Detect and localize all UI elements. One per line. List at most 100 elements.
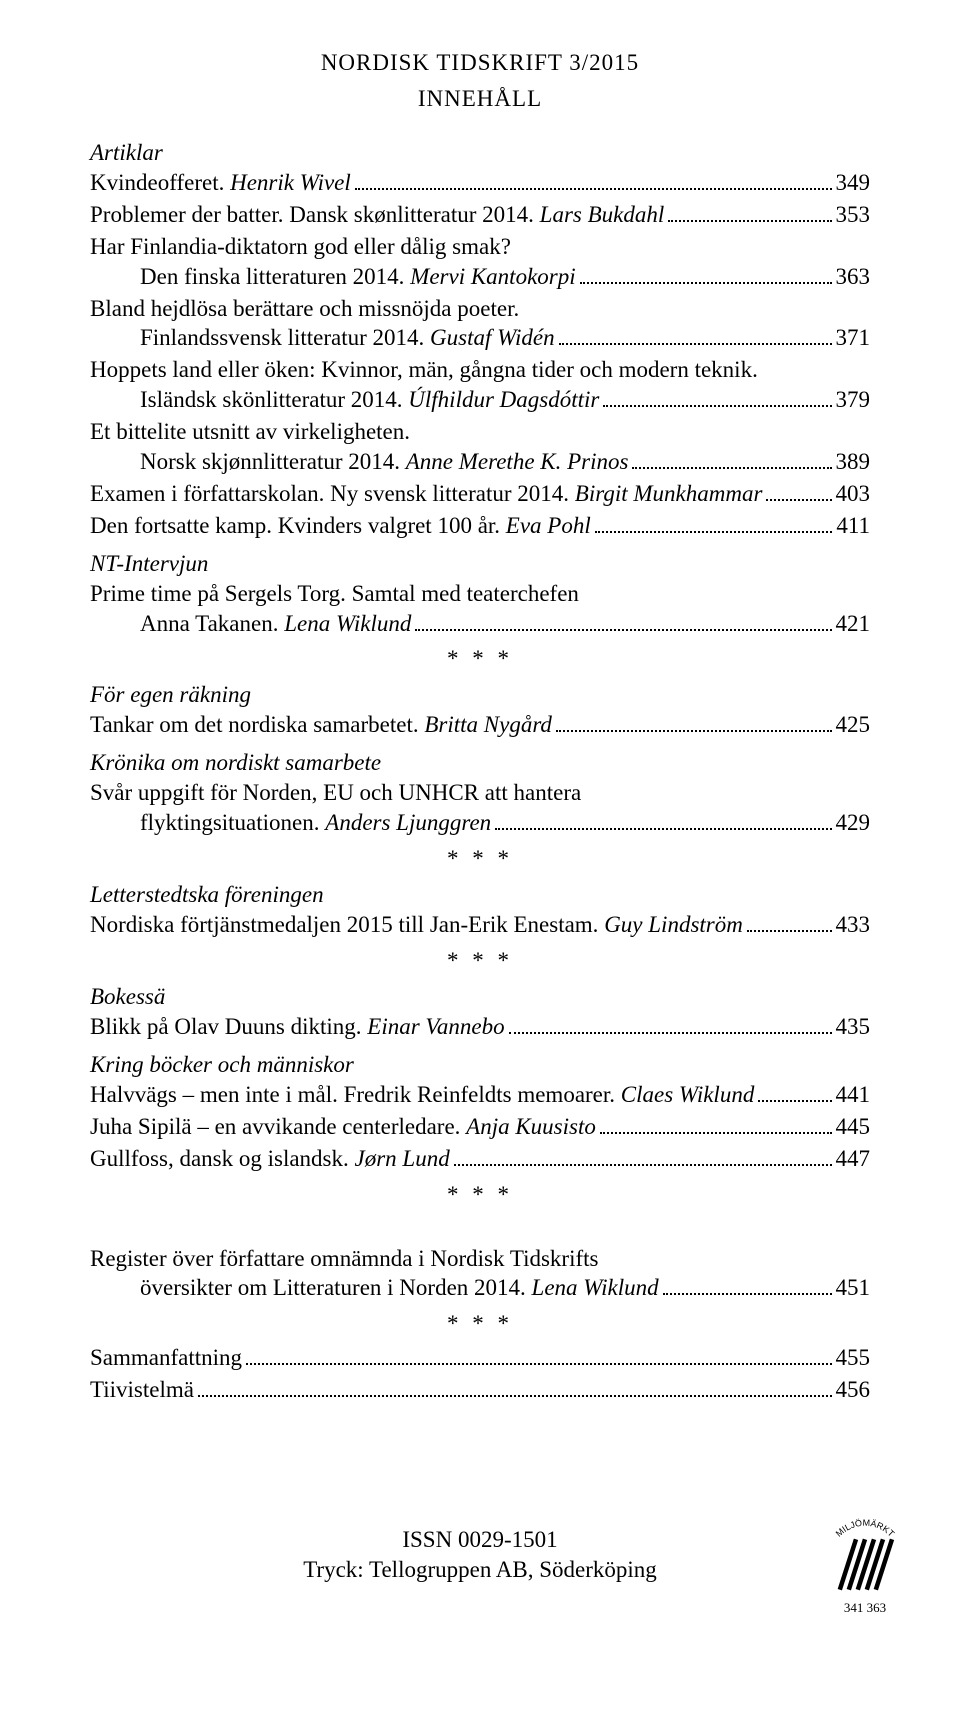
section-separator: * * * (90, 846, 870, 872)
entry-text: Et bittelite utsnitt av virkeligheten. (90, 417, 870, 447)
entry-text: Tankar om det nordiska samarbetet. Britt… (90, 710, 552, 740)
entry-text: Isländsk skönlitteratur 2014. Úlfhildur … (140, 385, 599, 415)
leader-dots (198, 1395, 832, 1397)
page-container: NORDISK TIDSKRIFT 3/2015 INNEHÅLL Artikl… (0, 0, 960, 1625)
page-number: 349 (836, 168, 871, 198)
toc-entry: Den fortsatte kamp. Kvinders valgret 100… (90, 511, 870, 541)
leader-dots (603, 405, 831, 407)
toc-entry: Sammanfattning 455 (90, 1343, 870, 1373)
contents-title: INNEHÅLL (90, 86, 870, 112)
page-number: 433 (836, 910, 871, 940)
leader-dots (580, 282, 832, 284)
toc-entry: Register över författare omnämnda i Nord… (90, 1244, 870, 1304)
leader-dots (600, 1132, 832, 1134)
toc-entry: Halvvägs – men inte i mål. Fredrik Reinf… (90, 1080, 870, 1110)
section-separator: * * * (90, 1311, 870, 1337)
section-heading: NT-Intervjun (90, 551, 870, 577)
section-separator: * * * (90, 1182, 870, 1208)
section-heading: För egen räkning (90, 682, 870, 708)
toc-entry: Kvindeofferet. Henrik Wivel 349 (90, 168, 870, 198)
page-number: 411 (836, 511, 870, 541)
entry-text: Halvvägs – men inte i mål. Fredrik Reinf… (90, 1080, 754, 1110)
entry-text: Blikk på Olav Duuns dikting. Einar Vanne… (90, 1012, 505, 1042)
entry-text: Finlandssvensk litteratur 2014. Gustaf W… (140, 323, 555, 353)
toc-entry: Nordiska förtjänstmedaljen 2015 till Jan… (90, 910, 870, 940)
table-of-contents: ArtiklarKvindeofferet. Henrik Wivel 349 Pr… (90, 140, 870, 1405)
section-heading: Artiklar (90, 140, 870, 166)
entry-text: Problemer der batter. Dansk skønlitterat… (90, 200, 664, 230)
entry-text: Examen i författarskolan. Ny svensk litt… (90, 479, 762, 509)
entry-text: Den finska litteraturen 2014. Mervi Kant… (140, 262, 576, 292)
entry-text: Register över författare omnämnda i Nord… (90, 1244, 870, 1274)
entry-text: Norsk skjønnlitteratur 2014. Anne Mereth… (140, 447, 628, 477)
leader-dots (595, 531, 833, 533)
page-number: 421 (836, 609, 871, 639)
entry-text: Sammanfattning (90, 1343, 242, 1373)
printer-line: Tryck: Tellogruppen AB, Söderköping (90, 1555, 870, 1585)
eco-top-text: MILJÖMÄRKT (834, 1518, 897, 1539)
section-heading: Kring böcker och människor (90, 1052, 870, 1078)
toc-entry: Tankar om det nordiska samarbetet. Britt… (90, 710, 870, 740)
leader-dots (246, 1363, 831, 1365)
leader-dots (559, 343, 832, 345)
leader-dots (632, 467, 831, 469)
toc-entry: Blikk på Olav Duuns dikting. Einar Vanne… (90, 1012, 870, 1042)
entry-text: Gullfoss, dansk og islandsk. Jørn Lund (90, 1144, 450, 1174)
page-number: 435 (836, 1012, 871, 1042)
leader-dots (556, 730, 832, 732)
toc-entry: Tiivistelmä 456 (90, 1375, 870, 1405)
toc-entry: Examen i författarskolan. Ny svensk litt… (90, 479, 870, 509)
entry-text: Anna Takanen. Lena Wiklund (140, 609, 411, 639)
section-heading: Bokessä (90, 984, 870, 1010)
page-number: 455 (836, 1343, 871, 1373)
leader-dots (415, 629, 831, 631)
eco-label-icon: MILJÖMÄRKT 341 363 (820, 1515, 910, 1605)
svg-text:MILJÖMÄRKT: MILJÖMÄRKT (834, 1518, 897, 1539)
issn-block: ISSN 0029-1501 Tryck: Tellogruppen AB, S… (90, 1525, 870, 1585)
toc-entry: Bland hejdlösa berättare och missnöjda p… (90, 294, 870, 354)
leader-dots (766, 499, 831, 501)
section-heading: Krönika om nordiskt samarbete (90, 750, 870, 776)
section-separator: * * * (90, 948, 870, 974)
entry-text: Prime time på Sergels Torg. Samtal med t… (90, 579, 870, 609)
section-heading: Letterstedtska föreningen (90, 882, 870, 908)
page-number: 429 (836, 808, 871, 838)
leader-dots (454, 1164, 832, 1166)
toc-entry: Juha Sipilä – en avvikande centerledare.… (90, 1112, 870, 1142)
leader-dots (495, 828, 831, 830)
leader-dots (509, 1032, 832, 1034)
eco-code: 341 363 (820, 1600, 910, 1617)
entry-text: Tiivistelmä (90, 1375, 194, 1405)
entry-text: flyktingsituationen. Anders Ljunggren (140, 808, 491, 838)
leader-dots (663, 1293, 832, 1295)
entry-text: Kvindeofferet. Henrik Wivel (90, 168, 351, 198)
page-number: 389 (836, 447, 871, 477)
entry-text: Juha Sipilä – en avvikande centerledare.… (90, 1112, 596, 1142)
entry-text: Den fortsatte kamp. Kvinders valgret 100… (90, 511, 591, 541)
toc-entry: Har Finlandia-diktatorn god eller dålig … (90, 232, 870, 292)
toc-entry: Svår uppgift för Norden, EU och UNHCR at… (90, 778, 870, 838)
page-number: 451 (836, 1273, 871, 1303)
leader-dots (758, 1100, 831, 1102)
toc-entry: Hoppets land eller öken: Kvinnor, män, g… (90, 355, 870, 415)
leader-dots (668, 220, 831, 222)
section-separator: * * * (90, 646, 870, 672)
page-number: 353 (836, 200, 871, 230)
entry-text: Har Finlandia-diktatorn god eller dålig … (90, 232, 870, 262)
journal-title: NORDISK TIDSKRIFT 3/2015 (90, 50, 870, 76)
toc-entry: Problemer der batter. Dansk skønlitterat… (90, 200, 870, 230)
page-number: 363 (836, 262, 871, 292)
leader-dots (747, 930, 832, 932)
toc-entry: Gullfoss, dansk og islandsk. Jørn Lund 44… (90, 1144, 870, 1174)
entry-text: Nordiska förtjänstmedaljen 2015 till Jan… (90, 910, 743, 940)
issn-number: ISSN 0029-1501 (90, 1525, 870, 1555)
entry-text: Svår uppgift för Norden, EU och UNHCR at… (90, 778, 870, 808)
page-number: 456 (836, 1375, 871, 1405)
page-number: 447 (836, 1144, 871, 1174)
page-number: 379 (836, 385, 871, 415)
toc-entry: Et bittelite utsnitt av virkeligheten.No… (90, 417, 870, 477)
entry-text: Hoppets land eller öken: Kvinnor, män, g… (90, 355, 870, 385)
page-number: 371 (836, 323, 871, 353)
leader-dots (355, 188, 832, 190)
page-number: 445 (836, 1112, 871, 1142)
